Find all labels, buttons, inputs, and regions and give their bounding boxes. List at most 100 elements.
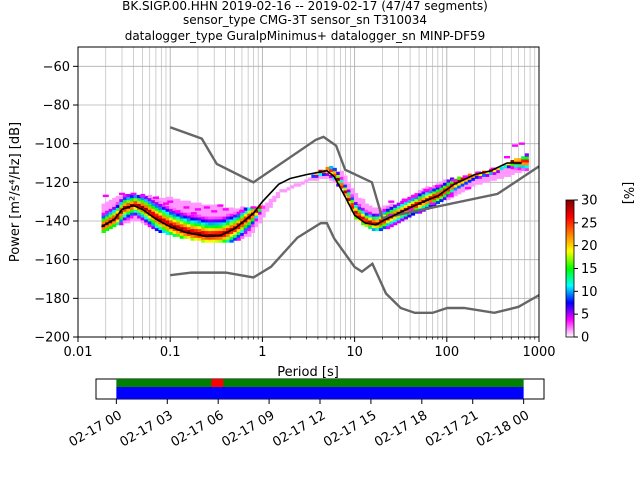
density-cell — [243, 233, 248, 237]
coverage-segments — [116, 379, 524, 399]
density-cell — [386, 211, 391, 215]
density-cell — [140, 220, 145, 224]
density-cell — [108, 211, 113, 215]
density-cell — [421, 196, 426, 201]
density-cell — [172, 233, 177, 237]
density-cell — [218, 219, 224, 223]
density-cell — [126, 202, 131, 206]
density-cell — [151, 217, 156, 221]
density-cell — [115, 216, 120, 220]
density-cell — [197, 211, 202, 215]
density-cell — [218, 207, 224, 211]
density-cell — [339, 179, 344, 183]
density-cell — [165, 225, 170, 230]
density-cell — [414, 195, 419, 200]
density-cell — [503, 173, 508, 177]
density-cell — [421, 202, 426, 206]
density-cell — [154, 224, 160, 229]
density-cell — [222, 239, 227, 243]
density-cell — [226, 219, 231, 223]
density-cell — [226, 216, 231, 220]
x-tick-label: 0.1 — [160, 345, 181, 360]
density-cell — [240, 229, 245, 233]
density-cell — [414, 201, 419, 205]
density-cell — [396, 208, 401, 212]
density-point — [222, 208, 229, 211]
density-cell — [218, 221, 224, 226]
density-cell — [186, 223, 192, 228]
density-cell — [339, 176, 344, 180]
density-point — [174, 210, 181, 213]
density-cell — [414, 198, 419, 203]
density-cell — [510, 163, 515, 167]
density-cell — [122, 202, 128, 206]
density-cell — [186, 235, 192, 239]
density-cell — [261, 214, 266, 218]
density-cell — [161, 218, 167, 222]
density-cell — [254, 209, 259, 213]
chart-title: BK.SIGP.00.HHN 2019-02-16 -- 2019-02-17 … — [122, 0, 488, 43]
density-cell — [354, 216, 359, 220]
density-cell — [400, 203, 405, 207]
density-cell — [439, 190, 444, 194]
density-cell — [233, 228, 238, 233]
density-cell — [396, 205, 401, 209]
density-cell — [179, 206, 184, 210]
density-cell — [368, 225, 373, 230]
density-cell — [389, 209, 394, 213]
density-cell — [172, 207, 177, 211]
density-cell — [521, 159, 526, 163]
density-cell — [101, 206, 106, 210]
density-cell — [208, 213, 213, 217]
density-point — [167, 200, 174, 203]
density-cell — [457, 176, 462, 180]
density-cell — [211, 227, 216, 232]
density-cell — [218, 210, 224, 214]
density-cell — [140, 205, 145, 209]
density-cell — [176, 201, 181, 205]
density-cell — [524, 153, 529, 157]
density-point — [183, 206, 190, 209]
density-cell — [140, 196, 145, 201]
density-cell — [105, 204, 110, 208]
density-cell — [506, 170, 512, 175]
density-cell — [201, 239, 206, 243]
density-cell — [499, 169, 504, 174]
density-cell — [247, 221, 252, 226]
density-cell — [464, 184, 469, 188]
density-cell — [190, 225, 195, 230]
density-cell — [396, 202, 401, 206]
density-cell — [201, 207, 206, 211]
density-cell — [137, 200, 142, 204]
colorbar-tick-label: 5 — [581, 308, 589, 323]
density-point — [411, 194, 418, 198]
density-cell — [410, 206, 416, 210]
density-cell — [201, 236, 206, 240]
density-cell — [350, 191, 355, 195]
density-cell — [158, 218, 163, 222]
colorbar-tick-label: 20 — [581, 239, 598, 254]
density-cell — [211, 213, 216, 217]
density-cell — [393, 216, 398, 220]
density-cell — [101, 229, 106, 233]
density-cell — [204, 221, 209, 226]
y-tick-label: −140 — [34, 215, 70, 230]
density-cell — [133, 212, 138, 216]
density-point — [102, 194, 109, 198]
density-cell — [172, 204, 177, 208]
density-cell — [368, 220, 373, 224]
density-cell — [467, 182, 472, 186]
density-cell — [396, 220, 401, 224]
density-cell — [204, 233, 209, 237]
density-cell — [222, 213, 227, 217]
density-cell — [101, 221, 106, 225]
density-cell — [236, 225, 241, 230]
density-point — [190, 212, 197, 215]
density-cell — [382, 211, 387, 215]
y-tick-label: −180 — [34, 292, 70, 307]
y-tick-label: −100 — [34, 137, 70, 152]
density-cell — [343, 178, 348, 182]
available-data — [116, 387, 524, 399]
density-cell — [176, 219, 181, 223]
density-cell — [197, 225, 202, 230]
